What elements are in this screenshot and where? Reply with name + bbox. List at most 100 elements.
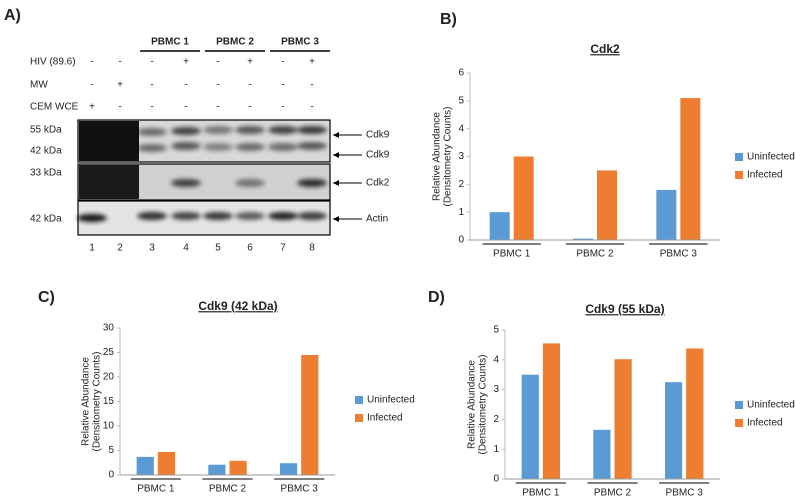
y-tick-label: 4 — [493, 354, 499, 365]
condition-sign: - — [281, 102, 284, 113]
condition-sign: + — [183, 57, 189, 68]
y-axis-label: Relative Abundance — [467, 360, 478, 449]
bar — [573, 238, 593, 240]
y-axis-label: (Densitometry Counts) — [478, 354, 489, 454]
condition-sign: + — [309, 57, 315, 68]
marker-label: 33 kDa — [30, 168, 62, 179]
panel-label: A) — [4, 7, 21, 24]
y-tick-label: 20 — [103, 372, 115, 383]
lane-number: 7 — [280, 243, 286, 254]
condition-sign: + — [89, 102, 95, 113]
legend-swatch — [735, 401, 743, 409]
x-tick-label: PBMC 3 — [660, 249, 698, 260]
bar — [157, 451, 176, 475]
x-tick-label: PBMC 1 — [493, 249, 531, 260]
blot-band — [203, 126, 233, 134]
y-tick-label: 5 — [458, 95, 464, 106]
condition-sign: - — [281, 57, 284, 68]
blot-band — [235, 212, 265, 220]
x-tick-label: PBMC 3 — [281, 484, 319, 495]
legend-label: Infected — [367, 413, 403, 424]
row-label: CEM WCE — [30, 102, 79, 113]
chart-title: Cdk9 (42 kDa) — [198, 299, 277, 313]
blot-band — [235, 179, 265, 187]
bar — [542, 343, 561, 479]
condition-sign: - — [90, 57, 93, 68]
y-tick-label: 1 — [493, 444, 499, 455]
y-axis-label: (Densitometry Counts) — [92, 351, 103, 451]
legend-label: Infected — [747, 170, 783, 181]
y-tick-label: 3 — [458, 151, 464, 162]
y-tick-label: 0 — [108, 470, 114, 481]
condition-sign: - — [216, 80, 219, 91]
x-tick-label: PBMC 2 — [576, 249, 614, 260]
condition-sign: - — [118, 57, 121, 68]
y-tick-label: 6 — [458, 68, 464, 79]
y-tick-label: 2 — [458, 179, 464, 190]
panel-label: C) — [38, 289, 55, 306]
y-axis-label: Relative Abundance — [432, 112, 443, 201]
condition-sign: - — [90, 80, 93, 91]
legend-swatch — [735, 153, 743, 161]
blot-band — [297, 212, 327, 220]
blot-band — [137, 128, 167, 136]
blot-band — [297, 142, 327, 150]
bar — [593, 429, 611, 479]
bar — [208, 464, 226, 475]
lane-number: 1 — [89, 243, 95, 254]
lane-number: 3 — [149, 243, 155, 254]
y-tick-label: 4 — [458, 123, 464, 134]
marker-label: 55 kDa — [30, 125, 62, 136]
bar — [680, 98, 701, 240]
bar — [136, 456, 154, 475]
legend-label: Uninfected — [747, 400, 795, 411]
y-tick-label: 0 — [493, 474, 499, 485]
bar — [489, 212, 510, 240]
chart-title: Cdk9 (55 kDa) — [585, 302, 664, 316]
lane-number: 5 — [215, 243, 221, 254]
condition-sign: - — [150, 57, 153, 68]
lane-number: 6 — [247, 243, 253, 254]
y-tick-label: 1 — [458, 207, 464, 218]
condition-sign: - — [184, 80, 187, 91]
y-tick-label: 2 — [493, 414, 499, 425]
bar — [656, 189, 677, 240]
x-tick-label: PBMC 3 — [666, 488, 704, 499]
condition-sign: - — [150, 80, 153, 91]
blot-band — [268, 126, 298, 134]
legend-swatch — [735, 419, 743, 427]
row-label: MW — [30, 80, 48, 91]
x-tick-label: PBMC 1 — [137, 484, 175, 495]
bar — [686, 348, 704, 479]
arrow-head — [333, 216, 339, 222]
group-label: PBMC 2 — [216, 37, 254, 48]
y-tick-label: 3 — [493, 384, 499, 395]
legend-swatch — [355, 396, 363, 404]
chart-title: Cdk2 — [590, 42, 620, 56]
blot-band — [235, 126, 265, 134]
blot-band — [268, 143, 298, 151]
arrow-head — [333, 152, 339, 158]
bar — [597, 170, 617, 240]
condition-sign: + — [117, 80, 123, 91]
y-axis-label: (Densitometry Counts) — [443, 106, 454, 206]
lane-number: 8 — [309, 243, 315, 254]
bar — [664, 382, 683, 479]
x-tick-label: PBMC 2 — [209, 484, 247, 495]
condition-sign: - — [118, 102, 121, 113]
y-tick-label: 30 — [103, 323, 115, 334]
condition-sign: - — [248, 80, 251, 91]
blot-band — [171, 212, 201, 220]
y-tick-label: 15 — [103, 396, 115, 407]
x-tick-label: PBMC 2 — [594, 488, 632, 499]
condition-sign: - — [184, 102, 187, 113]
bar — [229, 460, 247, 475]
blot-band — [137, 144, 167, 152]
marker-label: 42 kDa — [30, 214, 62, 225]
arrow-head — [333, 132, 339, 138]
blot-band — [203, 212, 233, 220]
bar — [279, 463, 298, 475]
band-label: Actin — [366, 214, 388, 225]
panel-label: B) — [440, 11, 457, 28]
